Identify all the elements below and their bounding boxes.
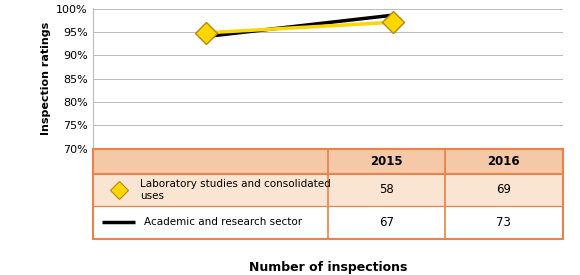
Text: 69: 69 bbox=[496, 183, 512, 196]
Text: Laboratory studies and consolidated
uses: Laboratory studies and consolidated uses bbox=[140, 179, 331, 201]
Bar bbox=[93, 149, 563, 174]
Text: 2016: 2016 bbox=[488, 155, 520, 168]
Text: 73: 73 bbox=[496, 216, 512, 229]
Text: 58: 58 bbox=[379, 183, 394, 196]
Text: Number of inspections: Number of inspections bbox=[248, 261, 407, 274]
Y-axis label: Inspection ratings: Inspection ratings bbox=[41, 22, 51, 135]
Bar bbox=[93, 206, 563, 239]
Text: 67: 67 bbox=[379, 216, 394, 229]
Bar bbox=[93, 174, 563, 206]
Text: Academic and research sector: Academic and research sector bbox=[144, 218, 303, 227]
Text: 2015: 2015 bbox=[370, 155, 403, 168]
